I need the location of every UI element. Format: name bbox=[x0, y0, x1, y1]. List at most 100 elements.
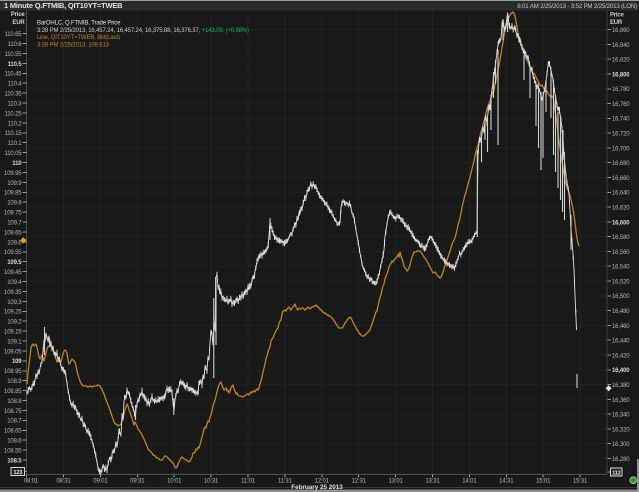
svg-text:109.5: 109.5 bbox=[7, 260, 22, 266]
svg-text:11:31: 11:31 bbox=[278, 478, 293, 484]
svg-text:109.4: 109.4 bbox=[7, 280, 22, 286]
svg-text:16,600: 16,600 bbox=[612, 220, 630, 226]
svg-text:16,700: 16,700 bbox=[612, 146, 630, 152]
svg-text:16,360: 16,360 bbox=[612, 398, 630, 404]
svg-text:15:31: 15:31 bbox=[573, 478, 588, 484]
svg-text:16,320: 16,320 bbox=[612, 427, 630, 433]
svg-text:16,840: 16,840 bbox=[612, 43, 630, 49]
svg-text:16,540: 16,540 bbox=[612, 265, 630, 271]
svg-text:16,520: 16,520 bbox=[612, 279, 630, 285]
svg-text:109.6: 109.6 bbox=[7, 240, 22, 246]
svg-text:16,280: 16,280 bbox=[612, 457, 630, 463]
svg-text:EUR: EUR bbox=[610, 20, 623, 26]
svg-text:11:01: 11:01 bbox=[241, 478, 256, 484]
svg-text:109.85: 109.85 bbox=[4, 191, 22, 197]
svg-text:16,720: 16,720 bbox=[612, 132, 630, 138]
svg-text:BarOHLC, Q.FTMIB, Trade Price: BarOHLC, Q.FTMIB, Trade Price bbox=[37, 21, 121, 27]
svg-text:13:31: 13:31 bbox=[425, 478, 440, 484]
svg-text:110.15: 110.15 bbox=[4, 131, 22, 137]
svg-text:110.65: 110.65 bbox=[4, 32, 22, 38]
svg-text:108.7: 108.7 bbox=[7, 419, 22, 425]
svg-text:16,860: 16,860 bbox=[612, 28, 630, 34]
svg-text:109.65: 109.65 bbox=[4, 230, 22, 236]
svg-text:108.95: 108.95 bbox=[4, 369, 22, 375]
svg-text:109.2: 109.2 bbox=[7, 320, 22, 326]
svg-text:109: 109 bbox=[12, 359, 22, 365]
svg-text:3:28 PM 2/25/2013, 16,457.24,: 3:28 PM 2/25/2013, 16,457.24, 16,457.24,… bbox=[37, 28, 249, 34]
svg-text:109.45: 109.45 bbox=[4, 270, 22, 276]
svg-text:3:28 PM 2/25/2013, 109.613: 3:28 PM 2/25/2013, 109.613 bbox=[37, 42, 110, 48]
svg-text:Price: Price bbox=[610, 12, 625, 18]
svg-text:109.95: 109.95 bbox=[4, 171, 22, 177]
svg-text:16,380: 16,380 bbox=[612, 383, 630, 389]
svg-text:16,300: 16,300 bbox=[612, 442, 630, 448]
svg-text:February 25 2013: February 25 2013 bbox=[291, 484, 343, 491]
svg-text:110.05: 110.05 bbox=[4, 151, 22, 157]
svg-text:16,500: 16,500 bbox=[612, 294, 630, 300]
svg-text:110: 110 bbox=[12, 161, 22, 167]
svg-text:109.8: 109.8 bbox=[7, 201, 22, 207]
svg-text:109.9: 109.9 bbox=[7, 181, 22, 187]
svg-text:16,420: 16,420 bbox=[612, 353, 630, 359]
svg-text:110.55: 110.55 bbox=[4, 52, 22, 58]
svg-text:108.8: 108.8 bbox=[7, 399, 22, 405]
svg-text:12:01: 12:01 bbox=[315, 478, 330, 484]
svg-text:112: 112 bbox=[612, 470, 621, 476]
svg-text:110.6: 110.6 bbox=[8, 42, 23, 48]
svg-text:08:01: 08:01 bbox=[24, 478, 39, 484]
svg-text:16,580: 16,580 bbox=[612, 235, 630, 241]
svg-text:110.4: 110.4 bbox=[8, 82, 23, 88]
svg-text:109.7: 109.7 bbox=[7, 220, 22, 226]
svg-text:16,480: 16,480 bbox=[612, 309, 630, 315]
svg-text:109.25: 109.25 bbox=[4, 310, 22, 316]
svg-text:16,340: 16,340 bbox=[612, 413, 630, 419]
svg-text:09:01: 09:01 bbox=[93, 478, 108, 484]
svg-text:16,680: 16,680 bbox=[612, 161, 630, 167]
svg-text:14:31: 14:31 bbox=[499, 478, 514, 484]
svg-text:108.85: 108.85 bbox=[4, 389, 22, 395]
svg-text:16,820: 16,820 bbox=[612, 58, 630, 64]
svg-text:16,760: 16,760 bbox=[612, 102, 630, 108]
svg-text:8:01 AM 2/25/2013 - 3:52 PM 2/: 8:01 AM 2/25/2013 - 3:52 PM 2/25/2013 (L… bbox=[517, 3, 637, 10]
svg-text:16,620: 16,620 bbox=[612, 206, 630, 212]
svg-text:110.3: 110.3 bbox=[8, 102, 23, 108]
svg-text:108.6: 108.6 bbox=[7, 439, 22, 445]
svg-text:123: 123 bbox=[13, 470, 23, 476]
svg-text:10:31: 10:31 bbox=[204, 478, 219, 484]
svg-text:16,800: 16,800 bbox=[612, 72, 630, 78]
svg-text:12:31: 12:31 bbox=[352, 478, 367, 484]
svg-text:EUR: EUR bbox=[12, 20, 25, 26]
svg-text:109.75: 109.75 bbox=[4, 211, 22, 217]
svg-text:108.9: 108.9 bbox=[7, 379, 22, 385]
svg-text:110.1: 110.1 bbox=[8, 141, 23, 147]
svg-text:10:01: 10:01 bbox=[167, 478, 182, 484]
svg-text:109.05: 109.05 bbox=[4, 349, 22, 355]
svg-text:13:01: 13:01 bbox=[388, 478, 403, 484]
svg-text:16,780: 16,780 bbox=[612, 87, 630, 93]
svg-text:Price: Price bbox=[11, 12, 26, 18]
svg-text:108.75: 108.75 bbox=[4, 409, 22, 415]
svg-text:09:31: 09:31 bbox=[130, 478, 145, 484]
svg-text:108.65: 108.65 bbox=[4, 429, 22, 435]
svg-text:109.15: 109.15 bbox=[4, 330, 22, 336]
svg-text:16,560: 16,560 bbox=[612, 250, 630, 256]
svg-text:16,400: 16,400 bbox=[612, 368, 630, 374]
svg-text:110.25: 110.25 bbox=[4, 111, 22, 117]
svg-text:16,740: 16,740 bbox=[612, 117, 630, 123]
svg-text:109.55: 109.55 bbox=[4, 250, 22, 256]
svg-text:Line, QIT10YT=TWEB, Bid(Last): Line, QIT10YT=TWEB, Bid(Last) bbox=[37, 35, 120, 41]
svg-text:110.35: 110.35 bbox=[4, 92, 22, 98]
svg-text:109.35: 109.35 bbox=[4, 290, 22, 296]
svg-text:16,440: 16,440 bbox=[612, 339, 630, 345]
svg-text:15:01: 15:01 bbox=[536, 478, 551, 484]
svg-text:110.5: 110.5 bbox=[8, 62, 23, 68]
svg-text:108.55: 108.55 bbox=[4, 449, 22, 455]
svg-text:14:01: 14:01 bbox=[462, 478, 477, 484]
svg-text:109.1: 109.1 bbox=[7, 339, 22, 345]
svg-text:08:31: 08:31 bbox=[56, 478, 71, 484]
svg-text:16,660: 16,660 bbox=[612, 176, 630, 182]
svg-text:16,460: 16,460 bbox=[612, 324, 630, 330]
svg-text:109.3: 109.3 bbox=[7, 300, 22, 306]
svg-text:108.5: 108.5 bbox=[7, 458, 22, 464]
svg-text:1 Minute Q.FTMIB, QIT10YT=TWEB: 1 Minute Q.FTMIB, QIT10YT=TWEB bbox=[4, 1, 123, 10]
